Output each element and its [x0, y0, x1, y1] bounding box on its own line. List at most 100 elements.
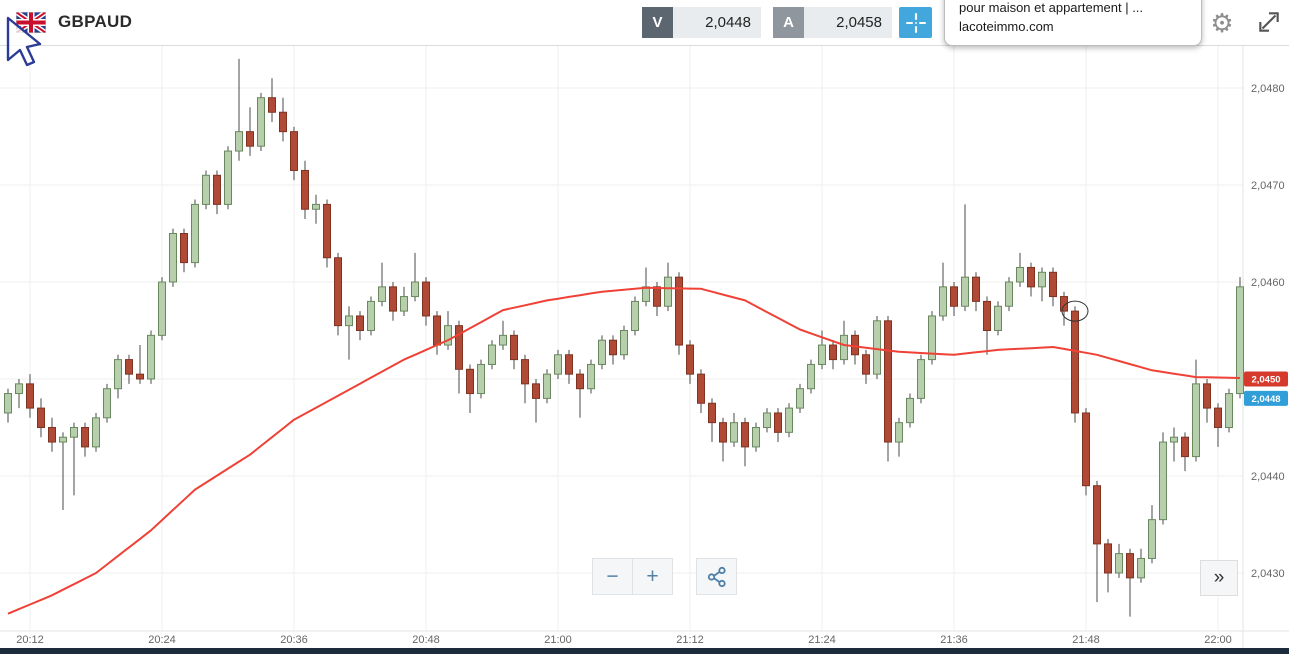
candle: [1181, 436, 1189, 458]
candle: [1214, 407, 1222, 429]
candle: [1126, 553, 1134, 579]
time-axis-label: 20:12: [16, 634, 44, 646]
candle: [202, 174, 210, 205]
candle: [708, 402, 716, 424]
candle: [675, 276, 683, 346]
candle: [763, 412, 771, 429]
price-badge-label: 2,0450: [1251, 375, 1280, 386]
candle: [532, 383, 540, 399]
candle: [510, 334, 518, 361]
candle: [499, 334, 507, 346]
candle: [356, 315, 364, 332]
candle: [125, 359, 133, 375]
price-badge: [1244, 390, 1288, 406]
candle: [631, 300, 639, 331]
instrument-flag-icon: [16, 12, 46, 33]
candle: [565, 354, 573, 375]
instrument-symbol: GBPAUD: [58, 12, 133, 31]
candle: [411, 281, 419, 298]
candle: [928, 315, 936, 361]
candle: [1148, 519, 1156, 559]
candle: [1005, 281, 1013, 307]
candle: [169, 233, 177, 283]
candle: [741, 422, 749, 448]
candle: [785, 407, 793, 433]
candle: [477, 363, 485, 395]
candle: [609, 339, 617, 356]
candle: [521, 359, 529, 385]
zoom-out-button[interactable]: −: [592, 558, 633, 595]
candle: [136, 373, 144, 380]
candle: [15, 383, 23, 395]
candle: [1137, 557, 1145, 579]
time-axis-label: 22:00: [1204, 634, 1232, 646]
price-axis-label: 2,0460: [1251, 277, 1285, 289]
sell-price: 2,0448: [673, 7, 761, 38]
bottom-edge-bar: [0, 648, 1289, 654]
time-axis-label: 21:24: [808, 634, 836, 646]
time-axis-label: 21:48: [1072, 634, 1100, 646]
time-axis-label: 20:48: [412, 634, 440, 646]
time-axis-label: 20:24: [148, 634, 176, 646]
buy-price-button[interactable]: A 2,0458: [773, 7, 892, 38]
candle: [444, 325, 452, 346]
candle: [576, 373, 584, 390]
crosshair-button[interactable]: [899, 7, 932, 38]
candle: [1027, 266, 1035, 288]
candle: [1038, 271, 1046, 288]
candle: [158, 281, 166, 336]
candle: [840, 334, 848, 361]
candle: [1016, 266, 1024, 283]
price-axis-label: 2,0470: [1251, 180, 1285, 192]
buy-label: A: [773, 7, 804, 38]
candle: [983, 300, 991, 331]
candlestick-chart[interactable]: 2,0480 2,0470 2,0460 2,0440 2,0430 20:12 20:24…: [0, 46, 1289, 648]
candle: [334, 257, 342, 327]
candle: [1060, 296, 1068, 312]
price-axis-label: 2,0430: [1251, 568, 1285, 580]
candle: [851, 334, 859, 356]
moving-average-line: [7, 286, 1241, 615]
candle: [1115, 553, 1123, 574]
time-axis-label: 21:12: [676, 634, 704, 646]
candle: [257, 97, 265, 147]
candle: [26, 383, 34, 409]
candle: [224, 150, 232, 205]
candle: [1236, 286, 1244, 395]
candle: [235, 131, 243, 152]
time-axis-label: 21:00: [544, 634, 572, 646]
candle: [279, 111, 287, 133]
price-badge: [1244, 371, 1288, 387]
candle: [686, 344, 694, 375]
candle: [543, 373, 551, 399]
settings-gear-icon[interactable]: ⚙: [1204, 6, 1240, 40]
candle: [37, 407, 45, 429]
zoom-in-button[interactable]: +: [632, 558, 673, 595]
fullscreen-expand-icon[interactable]: [1252, 8, 1286, 38]
expand-panel-button[interactable]: »: [1200, 560, 1238, 596]
candle: [70, 427, 78, 438]
candle: [950, 286, 958, 307]
candle: [994, 305, 1002, 331]
candle: [895, 422, 903, 443]
price-axis-label: 2,0440: [1251, 471, 1285, 483]
candle: [268, 97, 276, 113]
candle: [246, 131, 254, 147]
candle: [466, 368, 474, 395]
candle: [884, 320, 892, 443]
candle: [1203, 383, 1211, 409]
candle: [488, 344, 496, 365]
link-preview-popup[interactable]: pour maison et appartement | ... lacotei…: [944, 0, 1202, 46]
candle: [301, 169, 309, 210]
candle: [389, 286, 397, 312]
share-button[interactable]: [696, 558, 737, 595]
candle: [114, 359, 122, 390]
candle: [664, 276, 672, 307]
candle: [59, 436, 67, 443]
share-icon: [707, 566, 726, 587]
sell-price-button[interactable]: V 2,0448: [642, 7, 761, 38]
candle: [620, 330, 628, 356]
candle: [180, 233, 188, 264]
candle: [48, 427, 56, 443]
candle: [642, 286, 650, 302]
